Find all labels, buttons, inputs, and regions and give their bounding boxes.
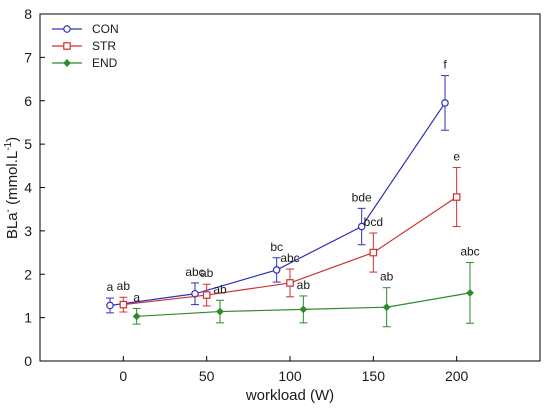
data-point-end bbox=[466, 288, 474, 297]
significance-label-end: a bbox=[133, 291, 140, 305]
x-tick-label: 150 bbox=[362, 368, 386, 384]
significance-label-con: f bbox=[443, 58, 447, 72]
data-point-end bbox=[216, 307, 224, 316]
x-tick-label: 50 bbox=[199, 368, 215, 384]
data-point-con bbox=[357, 222, 366, 231]
legend-marker-end bbox=[63, 59, 71, 67]
data-point-str bbox=[452, 193, 461, 201]
legend-marker-con bbox=[63, 25, 71, 33]
significance-label-end: ab bbox=[297, 278, 311, 292]
y-tick-label: 6 bbox=[24, 93, 32, 109]
legend-item-con: CON bbox=[52, 22, 119, 36]
y-axis-title-close: ) bbox=[4, 137, 21, 142]
significance-label-con: a bbox=[107, 280, 114, 294]
data-point-str bbox=[286, 279, 294, 287]
significance-label-str: ab bbox=[200, 266, 214, 280]
y-tick-label: 7 bbox=[24, 49, 32, 65]
data-point-con bbox=[106, 301, 114, 310]
x-axis: 0 50 100 150 200 bbox=[119, 356, 469, 384]
y-tick-label: 8 bbox=[24, 6, 32, 22]
data-point-str bbox=[369, 248, 378, 257]
significance-label-end: abc bbox=[460, 245, 479, 259]
data-point-end bbox=[382, 303, 391, 312]
y-axis-title-unit-super: -1 bbox=[3, 141, 14, 150]
y-tick-label: 1 bbox=[24, 310, 32, 326]
y-axis: 0 1 2 3 4 5 6 7 8 bbox=[24, 6, 45, 369]
y-axis-title-unit: (mmol.L bbox=[4, 151, 21, 209]
legend-item-str: STR bbox=[52, 39, 116, 53]
y-tick-label: 5 bbox=[24, 136, 32, 152]
significance-label-str: bcd bbox=[364, 215, 383, 229]
significance-label-con: abc bbox=[185, 265, 204, 279]
data-point-con bbox=[272, 266, 281, 274]
significance-label-con: bc bbox=[270, 240, 283, 254]
data-point-str bbox=[119, 300, 128, 309]
data-point-end bbox=[132, 312, 141, 321]
legend-label-end: END bbox=[92, 56, 118, 70]
x-axis-title: workload (W) bbox=[245, 387, 334, 404]
data-point-con bbox=[441, 99, 449, 107]
legend-label-str: STR bbox=[92, 39, 116, 53]
y-tick-label: 2 bbox=[24, 266, 32, 282]
significance-label-str: abc bbox=[280, 251, 299, 265]
data-point-end bbox=[299, 305, 308, 314]
y-tick-label: 4 bbox=[24, 180, 32, 196]
legend-marker-str bbox=[63, 42, 71, 50]
significance-label-str: e bbox=[453, 150, 460, 164]
x-tick-label: 0 bbox=[119, 368, 127, 384]
legend-label-con: CON bbox=[92, 22, 119, 36]
significance-label-end: ab bbox=[213, 282, 227, 296]
significance-label-str: ab bbox=[117, 279, 131, 293]
legend: CON STR END bbox=[52, 22, 119, 70]
data-point-str bbox=[202, 291, 211, 299]
series-line-con bbox=[109, 102, 446, 307]
legend-item-end: END bbox=[52, 56, 118, 70]
y-tick-label: 3 bbox=[24, 223, 32, 239]
y-axis-title-super: - bbox=[3, 209, 14, 212]
y-axis-title: BLa- (mmol.L-1) bbox=[3, 137, 21, 239]
x-tick-label: 100 bbox=[278, 368, 302, 384]
y-tick-label: 0 bbox=[24, 353, 32, 369]
y-axis-title-main: BLa bbox=[4, 212, 21, 239]
significance-label-end: ab bbox=[380, 270, 394, 284]
significance-label-con: bde bbox=[352, 190, 372, 204]
x-tick-label: 200 bbox=[445, 368, 469, 384]
